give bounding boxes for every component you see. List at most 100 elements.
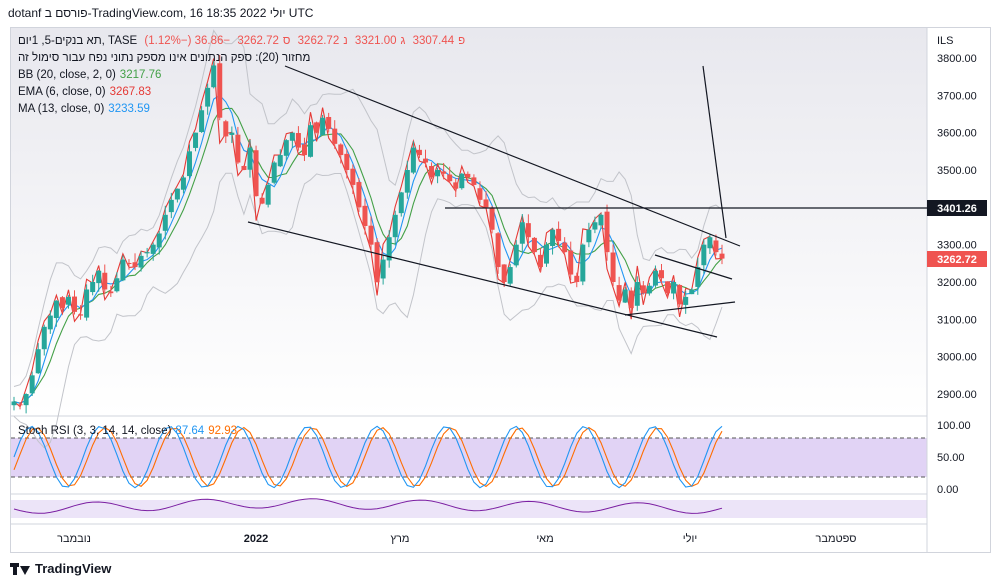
candle-body [344,153,350,170]
candle-body [422,158,428,163]
low-value: 3262.72 [297,35,340,47]
candle-body [241,165,247,170]
candle-body [217,63,223,118]
candle-body [604,211,610,253]
candle-body [374,242,380,282]
bb-lower [13,172,723,449]
publish-header: dotanf פורסם ב-TradingView.com, 16 יולי … [8,6,314,20]
price-axis[interactable]: 3800.00 3700.00 3600.00 3500.00 3300.00 3200.… [937,53,977,401]
candle-body [180,177,186,190]
candle-body [386,237,392,261]
candle-body [205,87,211,107]
candle-body [580,244,586,282]
trend-lines[interactable] [247,65,927,338]
candle-body [665,281,671,294]
stoch-axis[interactable]: 100.00 50.00 0.00 [937,420,971,496]
candle-body [483,199,489,208]
close-value: 3262.72 [237,35,279,47]
candle-body [17,404,23,406]
candle-body [338,144,344,156]
ma-value: 3233.59 [108,103,150,115]
candle-body [441,171,447,174]
candle-body [410,147,416,173]
bb-upper [13,29,723,387]
symbol-legend[interactable]: תא בנקים-5, 1יום, TASE פ3307.44 ג3321.00… [18,34,473,49]
symbol-name: תא בנקים-5, 1יום, TASE [18,35,138,47]
candle-body [368,225,374,245]
candle-body [253,150,259,197]
ema-label: EMA (6, close, 0) [18,86,106,98]
candle-body [556,228,562,241]
upper-channel-line[interactable] [284,65,741,247]
candle-body [652,270,658,286]
candle-body [211,65,217,88]
stoch-d-line [13,426,723,488]
candle-body [392,214,398,238]
rsi-line [13,498,723,514]
candle-body [404,170,410,193]
time-tick: מרץ [391,533,410,545]
svg-text:3401.26: 3401.26 [937,203,977,215]
volume-legend-text: מחזור (20): ספק הנתונים אינו מספק נתוני … [18,52,311,64]
time-tick: ספטמבר [815,533,856,545]
candle-body [295,133,301,148]
time-axis[interactable]: נובמבר 2022 מרץ מאי יולי ספטמבר [57,532,856,545]
chart-frame[interactable] [10,27,991,553]
candle-body [84,289,90,318]
candle-body [695,267,701,287]
lower-channel-line[interactable] [247,221,718,338]
ohlc-values: פ3307.44 ג3321.00 נ3262.72 ס3262.72 −36.… [144,35,469,47]
high-value: 3321.00 [354,35,397,47]
candle-body [114,278,120,292]
volume-legend[interactable]: מחזור (20): ספק הנתונים אינו מספק נתוני … [18,51,314,66]
candle-body [525,223,531,238]
price-tick: 3300.00 [937,240,977,252]
candle-body [537,254,543,268]
candle-body [59,297,65,309]
candle-body [495,233,501,268]
candle-body [193,132,199,148]
candle-body [120,259,126,281]
candle-body [35,349,41,374]
triangle-upper-line[interactable] [654,254,733,280]
candle-body [108,291,114,294]
candle-body [640,285,646,294]
candle-body [53,300,59,319]
candle-body [223,121,229,137]
candle-body [259,197,265,204]
ma-legend[interactable]: MA (13, close, 0) 3233.59 [18,102,154,117]
stoch-threshold-lines [11,437,927,478]
projection-line[interactable] [702,65,727,239]
price-tick: 3700.00 [937,90,977,102]
candle-body [671,282,677,294]
candle-body [707,237,713,249]
footer-brand: TradingView [35,561,112,576]
stoch-tick: 100.00 [937,420,971,432]
stoch-legend[interactable]: Stoch RSI (3, 3, 14, 14, close) 87.64 92.9… [18,424,241,439]
ema-legend[interactable]: EMA (6, close, 0) 3267.83 [18,85,155,100]
high-label: ג [400,35,406,47]
price-tick: 3600.00 [937,128,977,140]
candle-body [332,128,338,144]
candle-body [398,192,404,214]
candle-body [507,267,513,284]
candle-body [138,255,144,268]
bb-legend[interactable]: BB (20, close, 2, 0) 3217.76 [18,68,165,83]
candle-body [78,314,84,316]
candle-body [265,184,271,205]
candle-body [247,147,253,170]
triangle-lower-line[interactable] [624,301,736,316]
candle-body [11,401,17,406]
candle-body [289,132,295,141]
currency-label: ILS [937,35,954,47]
candle-body [713,240,719,253]
candle-body [308,125,314,157]
candle-body [513,244,519,266]
candle-body [501,264,507,282]
candle-body [144,252,150,254]
candle-body [429,166,435,178]
stoch-d-value: 92.93 [208,425,237,437]
candle-body [29,375,35,394]
candle-body [592,222,598,230]
